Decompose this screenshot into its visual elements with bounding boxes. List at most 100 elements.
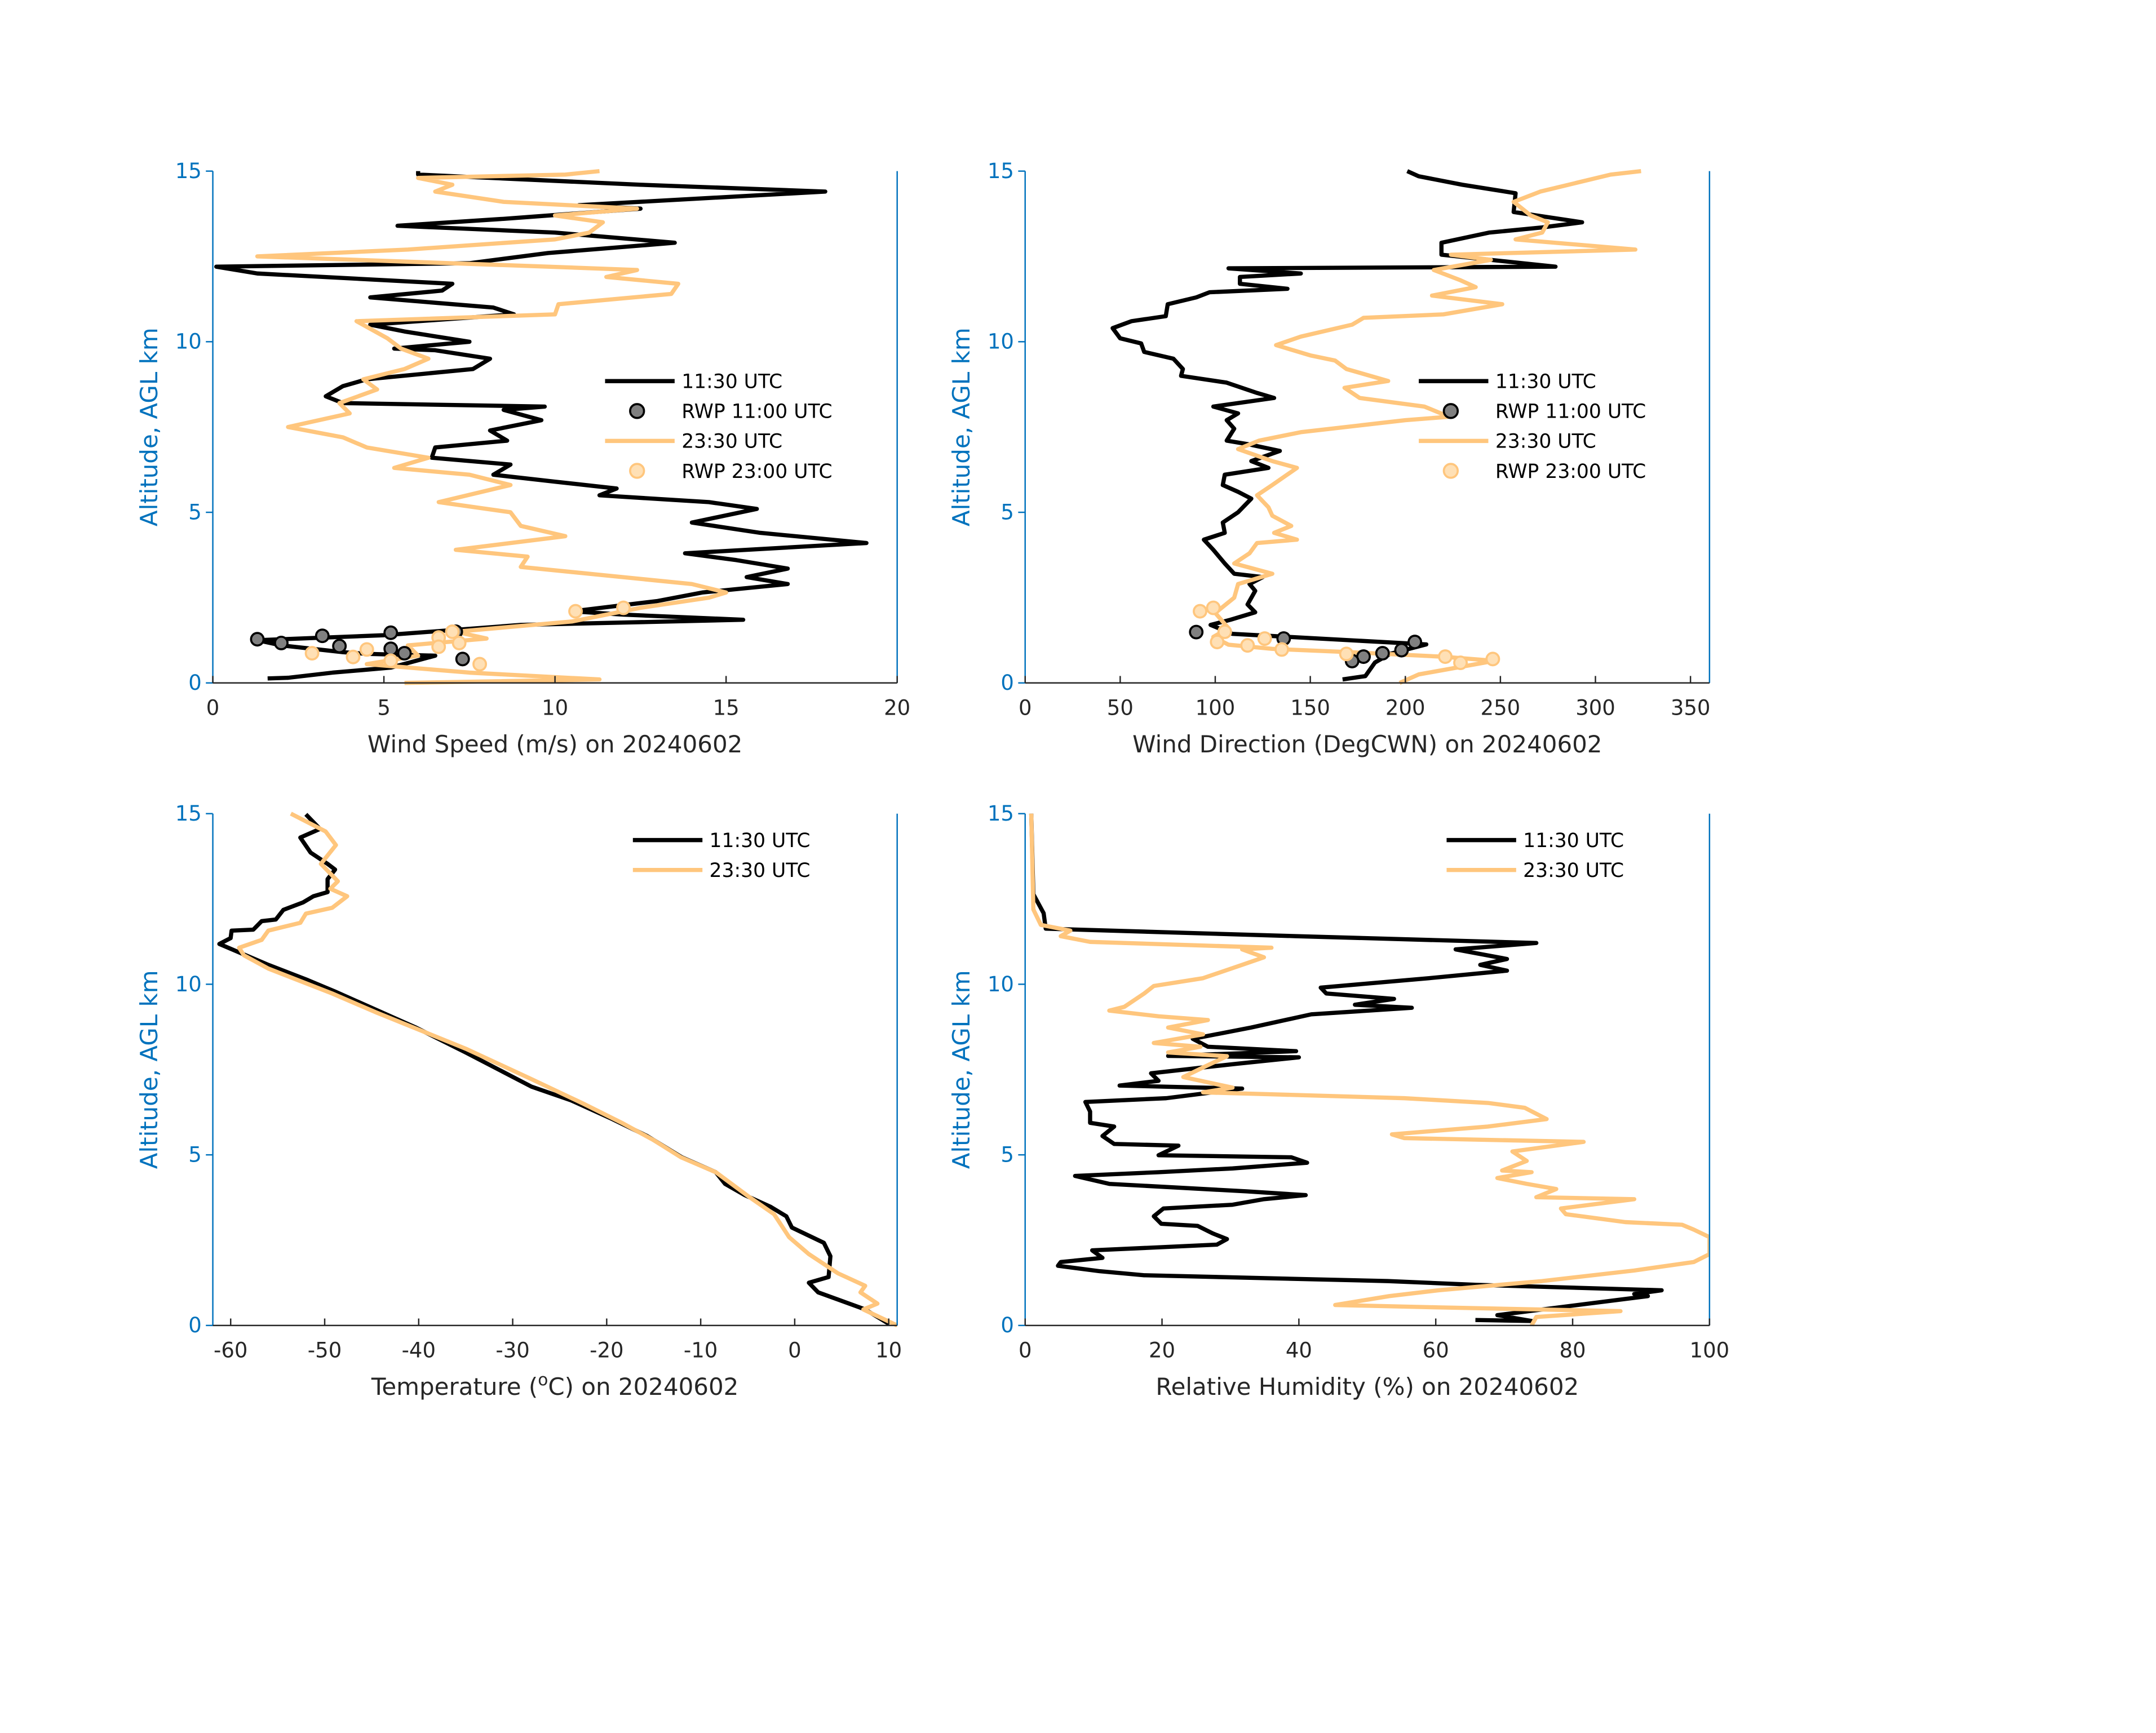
y-tick-label: 5 — [1000, 1142, 1014, 1167]
data-point — [1375, 646, 1390, 661]
x-tick-label: 0 — [1019, 696, 1032, 720]
x-label-superscript: o — [538, 1370, 548, 1389]
series-line-0 — [214, 171, 869, 681]
legend-item: 23:30 UTC — [1446, 859, 1624, 882]
data-point — [359, 642, 374, 657]
series-line-2 — [255, 169, 728, 685]
x-tick-label: -50 — [308, 1338, 342, 1363]
series-line-0 — [217, 813, 890, 1326]
data-point — [383, 625, 399, 640]
data-point — [445, 624, 460, 639]
legend-label: 11:30 UTC — [681, 371, 782, 393]
x-tick-label: 100 — [1690, 1338, 1730, 1363]
legend: 11:30 UTC 23:30 UTC — [1446, 830, 1624, 882]
data-point — [1438, 649, 1453, 664]
legend: 11:30 UTC 23:30 UTC — [632, 830, 811, 882]
chart-panel-4: 0 5 10 15 0 20 40 60 80 100 Relative Humidity (%) … — [948, 801, 1729, 1400]
chart-panel-1: 0 5 10 15 0 5 10 15 20 Wind Speed (m/s) on 202406… — [135, 159, 910, 758]
x-axis-label: Wind Direction (DegCWN) on 20240602 — [1132, 730, 1602, 758]
data-point — [1407, 635, 1423, 650]
x-label-text: Temperature ( — [371, 1373, 538, 1400]
data-point — [1210, 635, 1225, 650]
x-tick-label: -60 — [214, 1338, 247, 1363]
y-tick-label: 15 — [988, 159, 1014, 183]
legend-item: 11:30 UTC — [1446, 830, 1624, 852]
y-axis-label: Altitude, AGL km — [135, 327, 163, 526]
legend-item: RWP 23:00 UTC — [629, 460, 833, 483]
legend-item: 23:30 UTC — [605, 431, 782, 453]
data-point — [1339, 646, 1354, 662]
series-line-0 — [1029, 813, 1664, 1323]
x-axis-label: Temperature (oC) on 20240602 — [371, 1370, 738, 1400]
legend-item: 11:30 UTC — [1419, 371, 1596, 393]
legend-item: 23:30 UTC — [632, 859, 811, 882]
series-line-0 — [1110, 169, 1584, 682]
data-point — [1394, 642, 1409, 658]
data-point — [346, 649, 361, 664]
data-point — [274, 635, 289, 650]
legend-item: 11:30 UTC — [605, 371, 782, 393]
data-point — [455, 651, 470, 667]
y-tick-label: 5 — [188, 500, 202, 524]
legend-marker-swatch — [629, 403, 645, 419]
x-tick-label: 200 — [1385, 696, 1425, 720]
y-tick-label: 0 — [188, 671, 202, 695]
legend-label: RWP 11:00 UTC — [1495, 401, 1646, 423]
series-line-1 — [1029, 813, 1710, 1327]
data-point — [250, 632, 265, 647]
data-point — [1206, 600, 1221, 615]
legend-label: RWP 23:00 UTC — [1495, 460, 1646, 483]
legend-label: 11:30 UTC — [1523, 830, 1624, 852]
y-axis-label: Altitude, AGL km — [948, 970, 975, 1169]
x-tick-label: 10 — [542, 696, 568, 720]
x-tick-label: 20 — [1149, 1338, 1175, 1363]
series-line-2 — [1211, 169, 1641, 685]
y-tick-label: 5 — [188, 1142, 202, 1167]
legend-label: 11:30 UTC — [710, 830, 811, 852]
data-point — [383, 641, 399, 657]
legend-label: 23:30 UTC — [1495, 431, 1596, 453]
x-tick-label: -20 — [590, 1338, 623, 1363]
data-point — [332, 639, 347, 654]
x-tick-label: 150 — [1290, 696, 1330, 720]
x-tick-label: 50 — [1107, 696, 1134, 720]
y-tick-label: 10 — [988, 972, 1014, 996]
y-tick-label: 0 — [1000, 671, 1014, 695]
data-point — [1189, 624, 1204, 640]
x-tick-label: 40 — [1286, 1338, 1312, 1363]
x-tick-label: 10 — [875, 1338, 902, 1363]
data-point — [304, 646, 320, 661]
data-point — [1257, 631, 1272, 646]
data-point — [1193, 604, 1207, 619]
legend-item: 23:30 UTC — [1419, 431, 1596, 453]
x-tick-label: -10 — [684, 1338, 718, 1363]
series-line-1 — [237, 812, 897, 1328]
y-tick-label: 10 — [988, 330, 1014, 354]
x-tick-label: 0 — [1019, 1338, 1032, 1363]
x-tick-label: 80 — [1559, 1338, 1586, 1363]
legend-marker-swatch — [629, 463, 645, 479]
data-point — [472, 657, 488, 672]
legend: 11:30 UTC RWP 11:00 UTC 23:30 UTC RWP 23:00… — [605, 371, 833, 483]
legend-item: 11:30 UTC — [632, 830, 811, 852]
data-point — [397, 646, 412, 661]
x-tick-label: 0 — [788, 1338, 802, 1363]
data-point — [315, 628, 330, 644]
y-tick-label: 15 — [988, 801, 1014, 826]
legend-label: 23:30 UTC — [681, 431, 782, 453]
x-tick-label: 20 — [884, 696, 910, 720]
x-tick-label: -30 — [495, 1338, 529, 1363]
data-point — [1217, 624, 1232, 639]
y-tick-label: 10 — [175, 972, 202, 996]
legend-item: RWP 23:00 UTC — [1442, 460, 1646, 483]
data-point — [1274, 642, 1289, 657]
legend-item: RWP 11:00 UTC — [629, 401, 833, 423]
data-point — [1453, 655, 1468, 670]
legend-marker-swatch — [1442, 403, 1459, 419]
chart-panel-3: 0 5 10 15 -60 -50 -40 -30 -20 -10 0 10 Temperature (… — [135, 801, 902, 1400]
x-tick-label: 60 — [1423, 1338, 1449, 1363]
data-point — [383, 653, 399, 668]
x-axis-label: Relative Humidity (%) on 20240602 — [1156, 1373, 1579, 1400]
